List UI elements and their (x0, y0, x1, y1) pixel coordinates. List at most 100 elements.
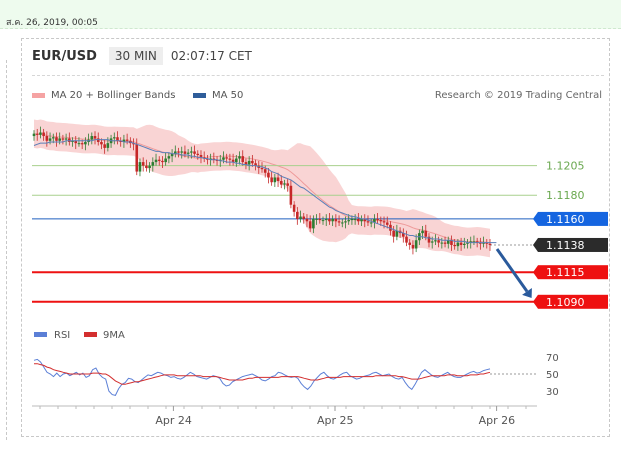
candle-body (485, 242, 489, 244)
candle-body (337, 221, 341, 223)
candle-body (463, 243, 466, 245)
candle-body (177, 151, 180, 153)
candle-body (125, 139, 129, 141)
candle-body (408, 242, 412, 245)
candle-body (430, 241, 434, 243)
candle-body (267, 172, 270, 178)
candle-body (357, 218, 360, 222)
legend-label-ma50: MA 50 (212, 90, 244, 101)
candle-body (212, 158, 216, 160)
legend-label-9ma: 9MA (103, 330, 125, 341)
candle-body (183, 151, 187, 154)
level-label-1.1205: 1.1205 (546, 160, 585, 173)
candle-body (305, 218, 309, 222)
candle-body (244, 162, 248, 165)
legend-item-ma20: MA 20 + Bollinger Bands (32, 90, 175, 101)
candle-body (292, 204, 296, 212)
candle-body (58, 138, 61, 141)
level-tag-pointer-icon (533, 211, 538, 226)
candle-body (161, 160, 164, 163)
candle-body (148, 165, 151, 169)
candle-body (296, 211, 299, 219)
ma50-swatch-icon (193, 93, 206, 98)
candle-body (42, 132, 45, 137)
forecast-arrow-head-icon (522, 287, 532, 298)
candle-body (68, 138, 71, 142)
candle-body (286, 183, 289, 186)
candle-body (312, 218, 315, 229)
candle-body (35, 133, 39, 135)
candle-body (225, 157, 228, 159)
chart-time: 02:07:17 CET (170, 49, 252, 63)
candle-body (366, 221, 370, 223)
candle-body (247, 160, 251, 165)
candle-body (96, 138, 100, 142)
left-divider (6, 60, 7, 440)
candle-body (347, 220, 351, 222)
candle-body (363, 218, 367, 222)
candle-body (151, 162, 155, 166)
candle-body (190, 151, 193, 153)
candle-body (51, 137, 55, 139)
symbol-label: EUR/USD (32, 48, 97, 64)
candle-body (260, 168, 264, 170)
candle-body (299, 216, 302, 219)
candle-body (119, 140, 123, 142)
candle-body (263, 169, 267, 173)
candle-body (379, 220, 383, 222)
candle-body (283, 183, 286, 185)
candle-body (469, 241, 473, 243)
candle-body (446, 240, 450, 244)
candle-body (116, 137, 119, 141)
candle-body (331, 218, 334, 222)
candle-body (382, 221, 386, 223)
candle-body (424, 230, 428, 237)
candle-body (308, 221, 312, 229)
candle-body (328, 218, 331, 222)
header-divider (32, 75, 604, 76)
level-tag-1.1115 (538, 265, 608, 280)
rsi-swatch-icon (34, 332, 47, 337)
candle-body (389, 224, 392, 231)
candle-body (369, 222, 373, 224)
candle-body (80, 143, 84, 145)
legend-label-rsi: RSI (54, 330, 70, 341)
candle-body (138, 162, 142, 172)
timeframe-button[interactable]: 30 MIN (108, 47, 163, 65)
top-timestamp-bar: ส.ค. 26, 2019, 00:05 (0, 0, 621, 29)
rsi-line (33, 358, 491, 396)
candle-body (392, 230, 395, 237)
candle-body (276, 177, 280, 182)
candle-body (180, 151, 184, 153)
candle-body (141, 162, 145, 166)
x-tick-label: Apr 24 (155, 414, 192, 427)
candle-body (340, 222, 344, 224)
candle-body (39, 132, 42, 135)
x-tick-label: Apr 25 (317, 414, 354, 427)
candle-body (222, 157, 225, 160)
candle-body (376, 218, 379, 221)
candle-body (414, 240, 418, 249)
candle-body (421, 230, 424, 234)
candle-body (106, 143, 110, 148)
candle-body (196, 153, 200, 155)
level-tag-1.1090 (538, 294, 608, 309)
candle-body (199, 154, 203, 158)
candle-body (482, 242, 485, 244)
candle-body (48, 138, 52, 141)
candle-body (472, 241, 476, 243)
ma50-line (33, 139, 497, 244)
candle-body (186, 152, 190, 154)
rsi-9ma-line (34, 363, 491, 385)
candle-body (353, 218, 357, 220)
candle-body (228, 158, 232, 160)
candle-body (173, 151, 177, 154)
candle-body (45, 136, 49, 141)
candle-body (350, 218, 354, 221)
level-label-1.1138: 1.1138 (546, 239, 585, 252)
candle-body (93, 136, 97, 139)
ma20-swatch-icon (32, 93, 45, 98)
candle-body (401, 233, 405, 237)
candle-body (202, 157, 206, 159)
